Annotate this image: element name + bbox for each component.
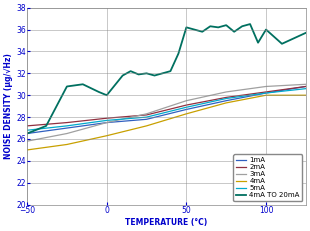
4mA TO 20mA [184,26,188,29]
5mA [105,119,108,122]
2mA [25,125,29,127]
2mA [145,113,148,116]
4mA TO 20mA [304,31,308,34]
4mA TO 20mA [216,26,220,29]
1mA [264,92,268,94]
4mA TO 20mA [176,52,180,55]
2mA [105,117,108,120]
4mA TO 20mA [193,28,196,31]
Legend: 1mA, 2mA, 3mA, 4mA, 5mA, 4mA TO 20mA: 1mA, 2mA, 3mA, 4mA, 5mA, 4mA TO 20mA [233,155,302,201]
5mA [184,106,188,109]
1mA [224,99,228,102]
2mA [224,96,228,99]
5mA [145,116,148,119]
Line: 4mA: 4mA [27,95,306,150]
4mA [25,149,29,151]
1mA [105,121,108,124]
4mA TO 20mA [97,91,101,93]
5mA [224,97,228,100]
3mA [145,112,148,115]
4mA [145,125,148,127]
4mA TO 20mA [264,28,268,31]
2mA [65,121,69,124]
4mA [264,94,268,97]
4mA TO 20mA [240,25,244,28]
1mA [25,132,29,135]
4mA TO 20mA [224,24,228,27]
4mA TO 20mA [137,73,140,76]
4mA TO 20mA [232,30,236,33]
Line: 2mA: 2mA [27,86,306,126]
5mA [264,92,268,94]
1mA [184,108,188,111]
4mA TO 20mA [145,72,148,75]
1mA [145,118,148,121]
Line: 3mA: 3mA [27,84,306,141]
4mA TO 20mA [129,70,132,73]
4mA TO 20mA [208,25,212,28]
5mA [65,125,69,127]
4mA TO 20mA [280,43,284,45]
2mA [304,85,308,88]
4mA TO 20mA [161,72,164,75]
3mA [304,83,308,86]
Line: 5mA: 5mA [27,89,306,130]
3mA [224,91,228,93]
4mA TO 20mA [256,41,260,44]
2mA [264,91,268,93]
4mA TO 20mA [169,70,172,73]
5mA [304,87,308,90]
4mA [304,94,308,97]
Line: 4mA TO 20mA: 4mA TO 20mA [27,24,306,134]
1mA [304,85,308,88]
4mA TO 20mA [153,74,156,77]
4mA [65,143,69,146]
4mA TO 20mA [105,94,108,97]
4mA TO 20mA [121,74,125,77]
4mA [184,112,188,115]
4mA TO 20mA [81,83,85,86]
3mA [25,140,29,143]
3mA [184,99,188,102]
Y-axis label: NOISE DENSITY (μg/√Hz): NOISE DENSITY (μg/√Hz) [4,53,13,159]
3mA [65,132,69,135]
X-axis label: TEMPERATURE (°C): TEMPERATURE (°C) [125,218,208,227]
4mA TO 20mA [44,125,48,127]
3mA [105,121,108,124]
Line: 1mA: 1mA [27,86,306,134]
1mA [65,127,69,129]
4mA TO 20mA [201,30,204,33]
4mA TO 20mA [248,23,252,25]
4mA [224,101,228,104]
4mA TO 20mA [65,85,69,88]
4mA [105,134,108,137]
5mA [25,129,29,132]
3mA [264,85,268,88]
2mA [184,104,188,106]
4mA TO 20mA [25,132,29,135]
